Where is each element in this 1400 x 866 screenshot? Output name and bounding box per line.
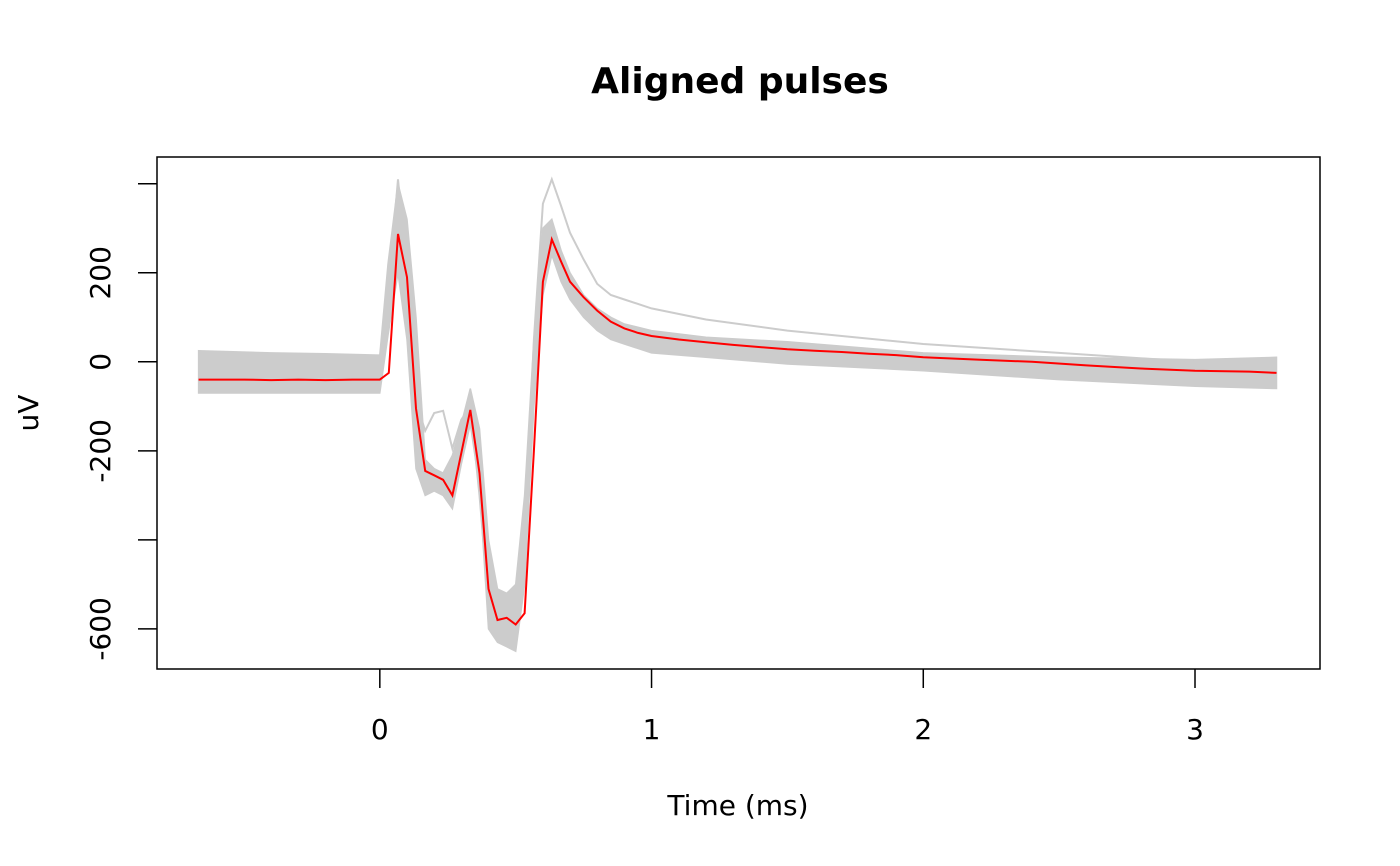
x-tick-label: 1 bbox=[643, 713, 661, 746]
x-axis-label: Time (ms) bbox=[666, 789, 808, 822]
plot-frame bbox=[156, 156, 1321, 670]
y-tick-label: 0 bbox=[84, 353, 117, 371]
x-tick-label: 0 bbox=[371, 713, 389, 746]
pulse-envelope bbox=[197, 183, 1278, 653]
x-tick-label: 3 bbox=[1186, 713, 1204, 746]
outlier-pulse-line bbox=[198, 176, 1277, 613]
y-axis: -600 -200 0 200 bbox=[84, 182, 157, 661]
x-axis: 0 1 2 3 bbox=[371, 669, 1204, 746]
plot-area bbox=[197, 176, 1278, 653]
y-axis-label: uV bbox=[12, 395, 45, 432]
y-tick-label: -200 bbox=[84, 419, 117, 483]
y-tick-label: 200 bbox=[84, 246, 117, 299]
y-tick-label: -600 bbox=[84, 597, 117, 661]
x-tick-label: 2 bbox=[914, 713, 932, 746]
mean-pulse-line bbox=[198, 233, 1277, 626]
chart-title: Aligned pulses bbox=[591, 61, 889, 102]
